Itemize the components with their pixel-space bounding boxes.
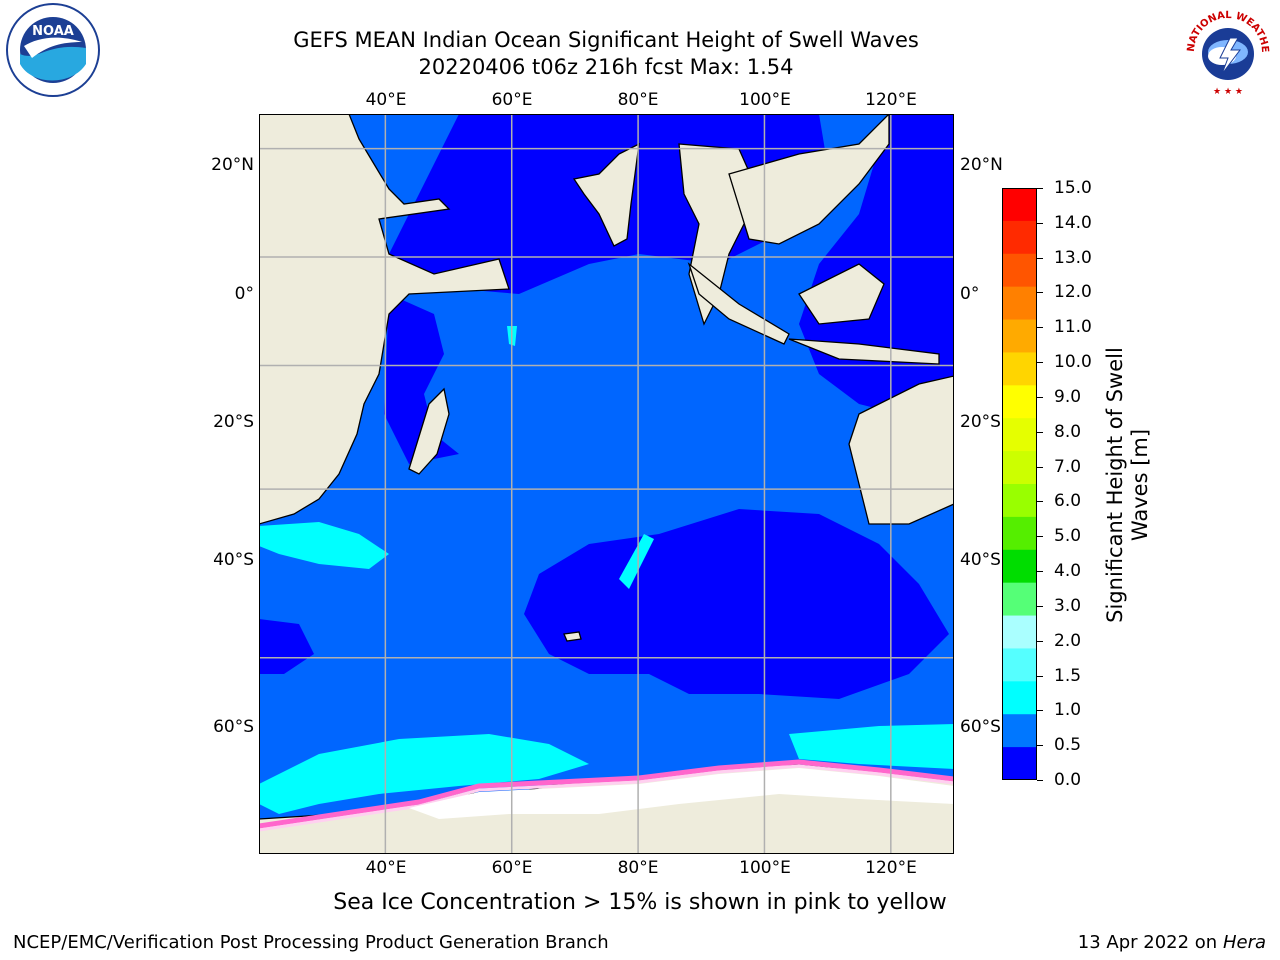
- colorbar-band: [1002, 253, 1037, 288]
- colorbar-tick-label: 7.0: [1054, 456, 1082, 477]
- lat-label-left-20s: 20°S: [213, 412, 254, 432]
- lat-label-left-60s: 60°S: [213, 717, 254, 737]
- lon-label-bottom-100e: 100°E: [739, 858, 791, 878]
- colorbar-band: [1002, 418, 1037, 452]
- colorbar-tick-mark: [1037, 327, 1043, 329]
- colorbar-tick-label: 15.0: [1054, 178, 1092, 198]
- colorbar-tick-label: 11.0: [1054, 317, 1092, 338]
- colorbar-tick-label: 3.0: [1054, 595, 1082, 616]
- colorbar-tick-label: 0.0: [1054, 770, 1082, 790]
- colorbar-band: [1002, 714, 1037, 748]
- svg-text:★ ★ ★: ★ ★ ★: [1213, 87, 1243, 97]
- lat-label-left-0: 0°: [234, 284, 254, 304]
- colorbar-tick-mark: [1037, 536, 1043, 538]
- lon-label-top-120e: 120°E: [865, 90, 917, 110]
- colorbar-tick-label: 12.0: [1054, 282, 1092, 303]
- colorbar-band: [1002, 516, 1037, 551]
- swell-height-map: [259, 114, 954, 854]
- colorbar-band: [1002, 582, 1037, 617]
- colorbar-tick-mark: [1037, 780, 1043, 781]
- colorbar: [1002, 188, 1037, 780]
- colorbar-tick-label: 5.0: [1054, 526, 1082, 547]
- colorbar-tick-label: 9.0: [1054, 386, 1082, 407]
- colorbar-tick-mark: [1037, 640, 1043, 642]
- colorbar-tick-mark: [1037, 466, 1043, 468]
- colorbar-band: [1002, 484, 1037, 518]
- lat-label-right-0: 0°: [960, 284, 980, 304]
- lon-label-bottom-120e: 120°E: [865, 858, 917, 878]
- colorbar-tick-mark: [1037, 362, 1043, 364]
- lon-label-top-100e: 100°E: [739, 90, 791, 110]
- colorbar-label-line1: Significant Height of Swell: [1103, 347, 1127, 623]
- lon-label-top-40e: 40°E: [365, 90, 407, 110]
- lon-label-bottom-40e: 40°E: [365, 858, 407, 878]
- svg-text:NOAA: NOAA: [32, 24, 74, 39]
- colorbar-tick-label: 1.0: [1054, 700, 1082, 721]
- colorbar-label-line2: Waves [m]: [1128, 428, 1152, 542]
- colorbar-band: [1002, 549, 1037, 584]
- colorbar-band: [1002, 319, 1037, 353]
- colorbar-tick-mark: [1037, 710, 1043, 712]
- colorbar-tick-mark: [1037, 501, 1043, 503]
- colorbar-band: [1002, 220, 1037, 255]
- colorbar-tick-label: 0.5: [1054, 735, 1082, 756]
- sea-ice-interior: [409, 768, 954, 819]
- colorbar-band: [1002, 615, 1037, 649]
- lat-label-left-20n: 20°N: [211, 155, 254, 175]
- colorbar-tick-label: 8.0: [1054, 421, 1082, 442]
- lat-label-right-40s: 40°S: [960, 550, 1001, 570]
- colorbar-band: [1002, 352, 1037, 386]
- colorbar-tick-mark: [1037, 431, 1043, 433]
- lon-label-top-60e: 60°E: [491, 90, 533, 110]
- colorbar-band: [1002, 286, 1037, 321]
- lon-label-bottom-60e: 60°E: [491, 858, 533, 878]
- colorbar-label: Significant Height of Swell Waves [m]: [1103, 285, 1153, 685]
- colorbar-band: [1002, 648, 1037, 682]
- colorbar-tick-label: 13.0: [1054, 247, 1092, 268]
- colorbar-tick-mark: [1037, 292, 1043, 294]
- colorbar-tick-mark: [1037, 605, 1043, 607]
- colorbar-tick-mark: [1037, 675, 1043, 677]
- colorbar-tick-mark: [1037, 188, 1043, 189]
- footer-host: Hera: [1222, 932, 1266, 953]
- sea-ice: [259, 759, 954, 832]
- colorbar-band: [1002, 681, 1037, 715]
- lat-label-left-40s: 40°S: [213, 550, 254, 570]
- lon-label-bottom-80e: 80°E: [617, 858, 659, 878]
- colorbar-tick-mark: [1037, 396, 1043, 398]
- noaa-logo: NOAA: [2, 2, 104, 98]
- chart-subtitle: 20220406 t06z 216h fcst Max: 1.54: [418, 55, 794, 79]
- colorbar-tick-label: 6.0: [1054, 491, 1082, 512]
- lat-label-right-20s: 20°S: [960, 412, 1001, 432]
- colorbar-band: [1002, 188, 1037, 222]
- lon-label-top-80e: 80°E: [617, 90, 659, 110]
- colorbar-band: [1002, 385, 1037, 419]
- colorbar-tick-mark: [1037, 571, 1043, 573]
- colorbar-tick-label: 14.0: [1054, 212, 1092, 233]
- footer-date-text: 13 Apr 2022 on: [1077, 932, 1223, 953]
- colorbar-tick-label: 1.5: [1054, 665, 1082, 686]
- colorbar-tick-mark: [1037, 745, 1043, 747]
- higher-swell-regions: [259, 326, 954, 814]
- chart-title: GEFS MEAN Indian Ocean Significant Heigh…: [293, 28, 919, 52]
- colorbar-tick-mark: [1037, 222, 1043, 224]
- colorbar-band: [1002, 451, 1037, 485]
- colorbar-tick-mark: [1037, 257, 1043, 259]
- colorbar-tick-label: 2.0: [1054, 630, 1082, 651]
- sea-ice-caption: Sea Ice Concentration > 15% is shown in …: [333, 890, 947, 915]
- colorbar-tick-label: 10.0: [1054, 352, 1092, 373]
- lat-label-right-20n: 20°N: [960, 155, 1003, 175]
- graticule: [259, 114, 954, 854]
- colorbar-tick-label: 4.0: [1054, 561, 1082, 582]
- colorbar-band: [1002, 747, 1037, 780]
- footer-date: 13 Apr 2022 on Hera: [1078, 932, 1266, 953]
- lat-label-right-60s: 60°S: [960, 717, 1001, 737]
- nws-logo: NATIONAL WEATHER SERVICE ★ ★ ★: [1174, 0, 1278, 98]
- footer-credit: NCEP/EMC/Verification Post Processing Pr…: [13, 932, 609, 953]
